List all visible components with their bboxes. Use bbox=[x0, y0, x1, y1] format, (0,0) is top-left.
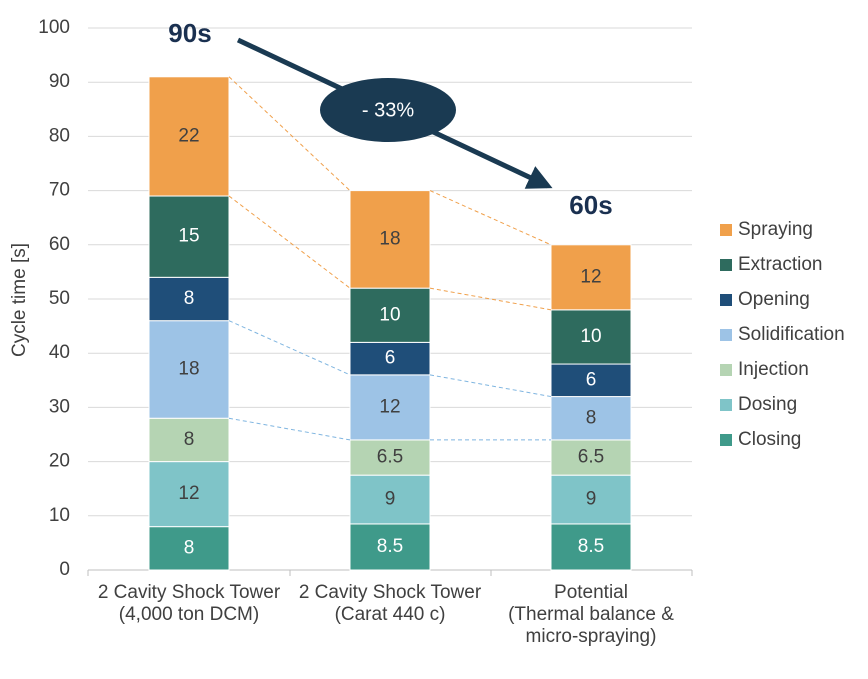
y-tick-label: 50 bbox=[49, 288, 70, 309]
y-tick-label: 40 bbox=[49, 342, 70, 363]
connector bbox=[228, 417, 351, 441]
legend-swatch bbox=[720, 329, 732, 341]
bar-segment bbox=[550, 523, 632, 571]
y-tick-label: 0 bbox=[59, 559, 70, 580]
bar-segment bbox=[148, 461, 230, 528]
y-tick-label: 60 bbox=[49, 234, 70, 255]
bar-segment bbox=[148, 76, 230, 197]
legend-swatch bbox=[720, 259, 732, 271]
end-label: 60s bbox=[569, 190, 612, 220]
change-label: - 33% bbox=[362, 99, 414, 121]
legend-swatch bbox=[720, 364, 732, 376]
y-tick-label: 80 bbox=[49, 125, 70, 146]
bar-segment bbox=[148, 195, 230, 278]
data-label: 12 bbox=[580, 266, 601, 287]
bar-segment bbox=[148, 320, 230, 419]
y-tick-label: 100 bbox=[38, 17, 70, 38]
data-label: 12 bbox=[178, 483, 199, 504]
data-label: 15 bbox=[178, 226, 199, 247]
y-tick-label: 70 bbox=[49, 180, 70, 201]
data-label: 9 bbox=[385, 489, 396, 510]
legend-label: Extraction bbox=[738, 254, 822, 275]
x-tick-label: (Carat 440 c) bbox=[335, 604, 446, 625]
data-label: 6 bbox=[586, 369, 597, 390]
y-tick-label: 20 bbox=[49, 451, 70, 472]
data-label: 22 bbox=[178, 125, 199, 146]
data-label: 9 bbox=[586, 489, 597, 510]
legend-label: Spraying bbox=[738, 219, 813, 240]
data-label: 18 bbox=[178, 358, 199, 379]
bar-segment bbox=[349, 439, 431, 476]
bar-segment bbox=[550, 439, 632, 476]
bar-segment bbox=[349, 374, 431, 441]
bar-segment bbox=[349, 190, 431, 289]
legend-label: Injection bbox=[738, 359, 809, 380]
legend-label: Closing bbox=[738, 429, 801, 450]
data-label: 8.5 bbox=[377, 536, 403, 557]
legend-label: Opening bbox=[738, 289, 810, 310]
y-tick-label: 90 bbox=[49, 71, 70, 92]
bar-segment bbox=[550, 363, 632, 398]
y-tick-label: 10 bbox=[49, 505, 70, 526]
legend-label: Dosing bbox=[738, 394, 797, 415]
bar-segment bbox=[349, 287, 431, 343]
bar-segment bbox=[148, 276, 230, 322]
legend-swatch bbox=[720, 434, 732, 446]
y-axis-title: Cycle time [s] bbox=[9, 243, 30, 357]
connector bbox=[429, 374, 552, 398]
bar-segment bbox=[550, 309, 632, 365]
data-label: 6.5 bbox=[377, 447, 403, 468]
start-label: 90s bbox=[168, 18, 211, 48]
bar-segment bbox=[550, 244, 632, 311]
legend-swatch bbox=[720, 399, 732, 411]
data-label: 18 bbox=[379, 228, 400, 249]
x-tick-label: (4,000 ton DCM) bbox=[119, 604, 259, 625]
legend-swatch bbox=[720, 294, 732, 306]
data-label: 8 bbox=[586, 407, 597, 428]
x-tick-label: micro-spraying) bbox=[526, 626, 657, 647]
bar-segment bbox=[349, 474, 431, 525]
data-label: 10 bbox=[580, 326, 601, 347]
legend-swatch bbox=[720, 224, 732, 236]
change-bubble bbox=[320, 78, 456, 142]
x-tick-label: (Thermal balance & bbox=[508, 604, 674, 625]
bar-segment bbox=[349, 523, 431, 571]
data-label: 6.5 bbox=[578, 447, 604, 468]
bar-segment bbox=[148, 526, 230, 571]
legend-label: Solidification bbox=[738, 324, 845, 345]
data-label: 8 bbox=[184, 288, 195, 309]
bar-segment bbox=[148, 417, 230, 463]
y-tick-label: 30 bbox=[49, 396, 70, 417]
data-label: 8.5 bbox=[578, 536, 604, 557]
data-label: 8 bbox=[184, 429, 195, 450]
connector bbox=[228, 320, 351, 376]
x-tick-label: 2 Cavity Shock Tower bbox=[98, 582, 281, 603]
data-label: 10 bbox=[379, 304, 400, 325]
x-tick-label: 2 Cavity Shock Tower bbox=[299, 582, 482, 603]
connector bbox=[429, 190, 552, 246]
bar-segment bbox=[550, 474, 632, 525]
data-label: 6 bbox=[385, 348, 396, 369]
x-tick-label: Potential bbox=[554, 582, 628, 603]
connector bbox=[228, 195, 351, 289]
data-label: 12 bbox=[379, 396, 400, 417]
bar-segment bbox=[349, 341, 431, 376]
data-label: 8 bbox=[184, 537, 195, 558]
